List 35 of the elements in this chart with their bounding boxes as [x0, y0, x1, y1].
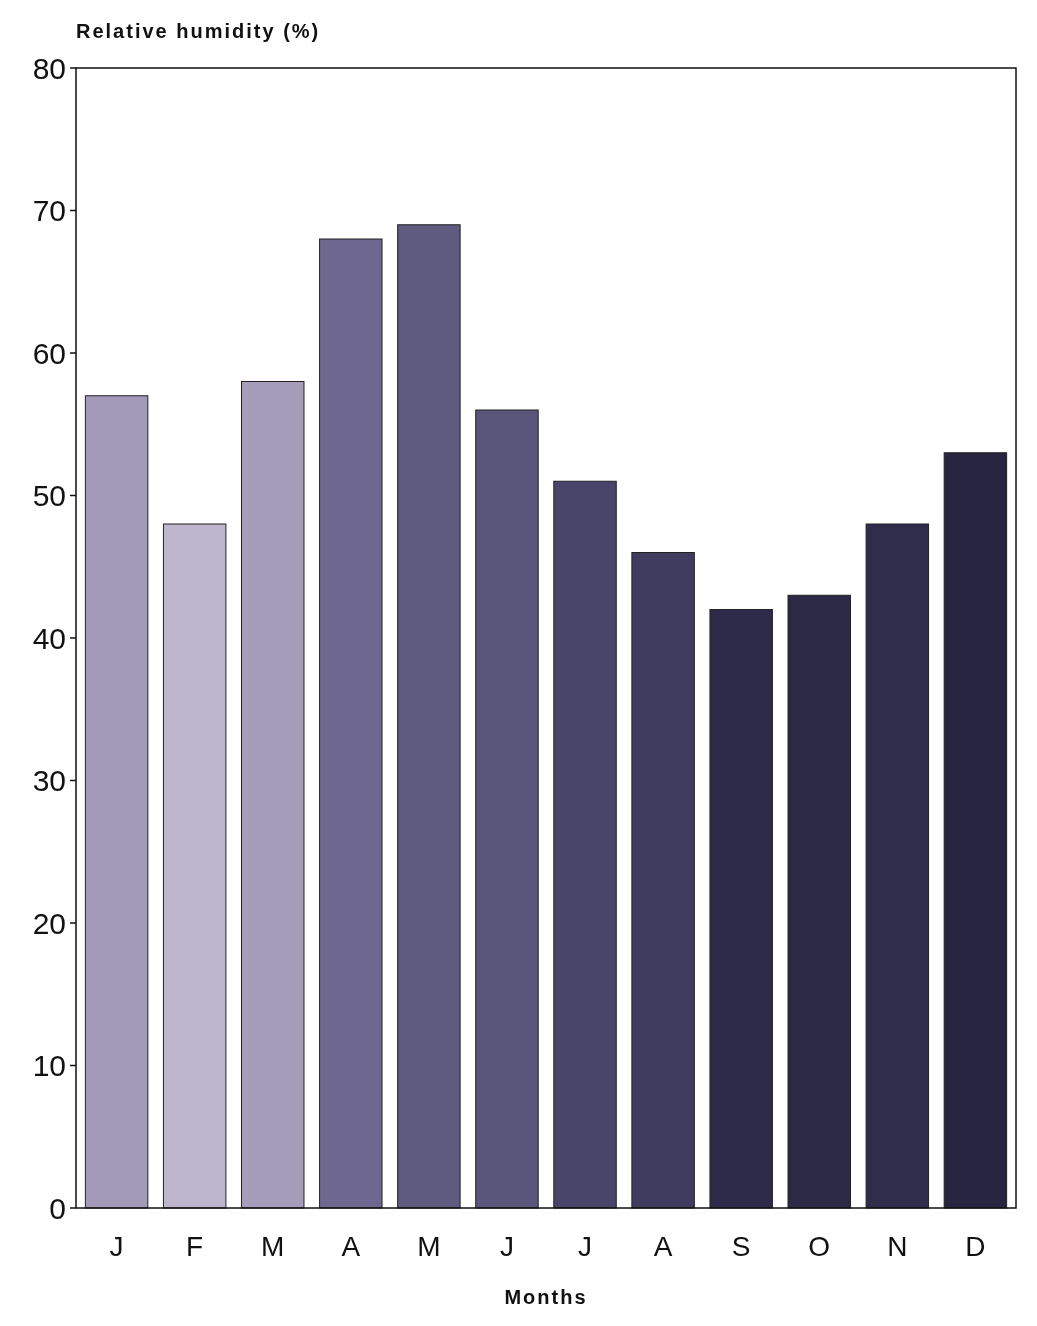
- y-tick-label: 60: [32, 336, 66, 370]
- bar: [241, 381, 305, 1209]
- bar: [475, 409, 539, 1209]
- bar: [397, 224, 461, 1209]
- x-tick-label: O: [808, 1231, 831, 1262]
- y-tick-label: 70: [32, 194, 66, 227]
- y-tick-label: 40: [32, 621, 66, 655]
- bar: [787, 594, 851, 1209]
- bar: [709, 609, 773, 1209]
- x-tick-label: M: [417, 1231, 441, 1262]
- y-tick-label: 50: [32, 479, 66, 512]
- bar: [162, 523, 227, 1209]
- bar: [319, 238, 383, 1209]
- x-tick-label: S: [731, 1231, 751, 1262]
- x-tick-label: N: [887, 1231, 908, 1262]
- bar: [865, 523, 930, 1209]
- x-tick-label: D: [965, 1231, 986, 1262]
- x-tick-label: A: [341, 1231, 361, 1262]
- y-tick-label: 10: [32, 1049, 66, 1082]
- bar: [553, 480, 617, 1209]
- bar: [631, 552, 695, 1209]
- x-tick-label: F: [186, 1231, 204, 1262]
- bar: [84, 395, 149, 1209]
- y-tick-label: 80: [32, 51, 66, 85]
- x-tick-label: J: [499, 1231, 514, 1262]
- bar: [943, 452, 1008, 1209]
- y-tick-label: 20: [32, 906, 66, 940]
- x-tick-label: M: [261, 1231, 285, 1262]
- y-tick-label: 0: [49, 1191, 66, 1225]
- x-tick-label: A: [653, 1231, 673, 1262]
- x-axis-title: Months: [504, 1286, 588, 1308]
- x-tick-label: J: [109, 1231, 124, 1262]
- y-tick-label: 30: [32, 764, 66, 797]
- x-tick-label: J: [578, 1231, 593, 1262]
- y-axis-title: Relative humidity (%): [76, 20, 321, 42]
